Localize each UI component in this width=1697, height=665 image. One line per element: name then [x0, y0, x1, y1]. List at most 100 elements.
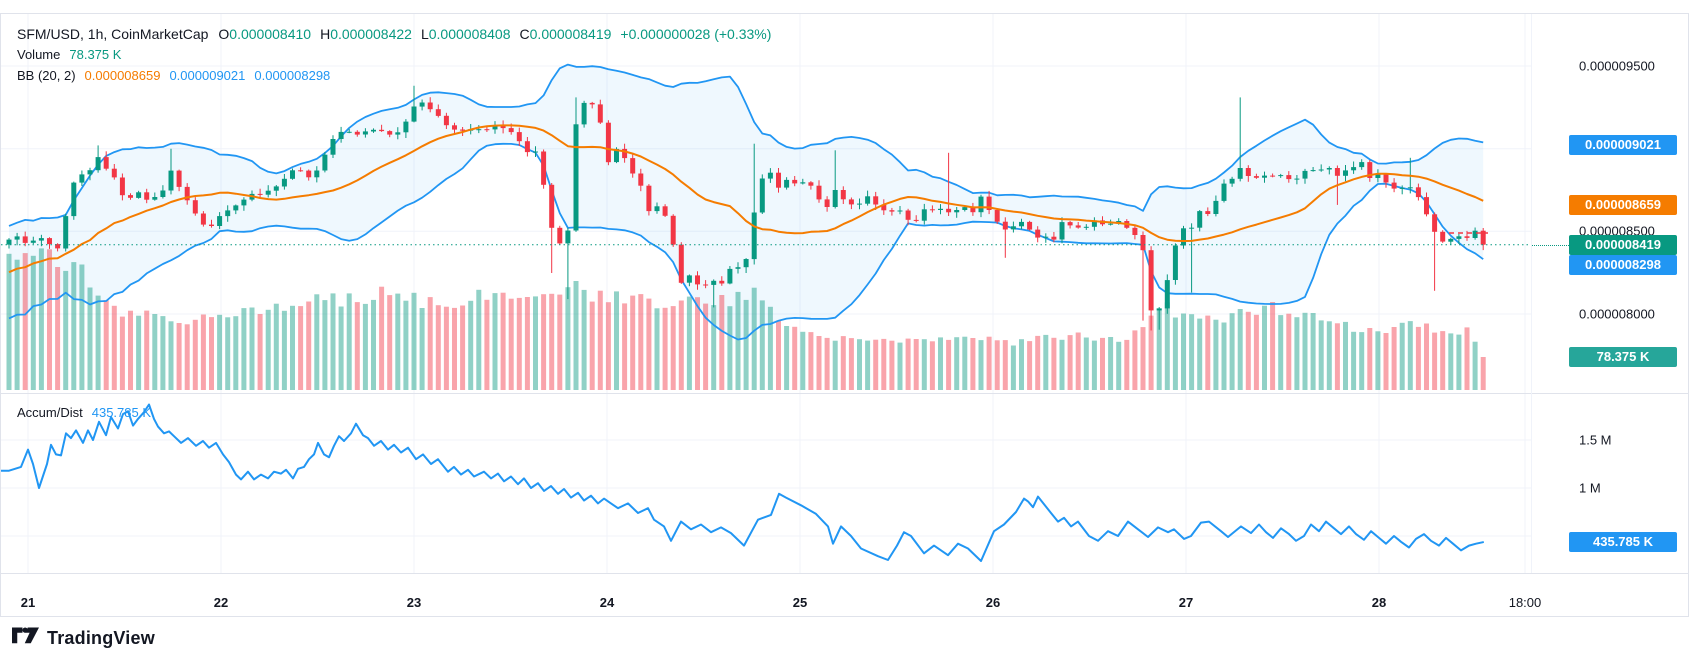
candle-body: [144, 192, 150, 200]
bollinger-upper-band: [8, 63, 1484, 227]
accum-dist-value: 435.785 K: [91, 405, 152, 420]
candle-body: [1108, 223, 1114, 225]
volume-bar: [111, 305, 117, 390]
candle-body: [1262, 175, 1267, 178]
volume-bar: [427, 297, 433, 390]
candle-body: [719, 280, 725, 284]
chart-canvas[interactable]: [1, 14, 1531, 616]
volume-bar: [1334, 323, 1340, 390]
volume-bar: [630, 295, 636, 390]
candle-body: [816, 185, 822, 200]
volume-bar: [1432, 332, 1438, 390]
candle-body: [1367, 162, 1373, 178]
accum-tick-label: 1.5 M: [1579, 432, 1612, 448]
candle-body: [1326, 168, 1332, 170]
volume-bar: [14, 259, 20, 390]
candle-body: [1391, 182, 1397, 189]
accum-dist-line: [1, 403, 1484, 562]
time-tick-label: 23: [406, 595, 422, 610]
volume-bar: [168, 321, 174, 390]
candle-body: [63, 216, 69, 249]
candle-body: [1205, 211, 1211, 214]
candle-body: [970, 207, 976, 213]
volume-bar: [1351, 331, 1357, 390]
candle-body: [241, 199, 247, 206]
candle-body: [954, 210, 960, 213]
volume-bar: [1286, 313, 1292, 390]
candle-body: [1148, 250, 1154, 311]
time-tick-label: 27: [1178, 595, 1194, 610]
candle-body: [1019, 221, 1024, 227]
volume-bar: [808, 332, 814, 390]
candle-body: [913, 219, 919, 221]
candle-body: [1343, 170, 1348, 176]
candle-body: [217, 216, 223, 226]
candle-body: [128, 195, 133, 198]
candle-body: [921, 209, 927, 221]
pane-separator[interactable]: [1, 393, 1688, 394]
volume-bar: [1270, 302, 1276, 390]
volume-bar: [662, 307, 668, 390]
axis-price-badge: 0.000008659: [1569, 195, 1677, 216]
bb-legend-row[interactable]: BB (20, 2) 0.000008659 0.000009021 0.000…: [17, 65, 771, 86]
candle-body: [889, 210, 895, 212]
candle-body: [905, 210, 911, 220]
time-axis[interactable]: 21 22 23 24 25 26 27 28 18:00: [1, 573, 1542, 616]
symbol-legend-row[interactable]: SFM/USD, 1h, CoinMarketCap O0.000008410 …: [17, 23, 771, 44]
volume-bar: [1172, 317, 1178, 390]
accum-dist-label: Accum/Dist: [17, 405, 83, 420]
chart-container[interactable]: SFM/USD, 1h, CoinMarketCap O0.000008410 …: [0, 13, 1689, 617]
candle-body: [1480, 230, 1486, 245]
bollinger-lower-band: [8, 142, 1484, 341]
volume-bar: [1415, 326, 1421, 390]
candle-body: [524, 141, 530, 153]
bb-lower-value: 0.000008298: [254, 68, 331, 83]
volume-bar: [759, 300, 765, 390]
candle-body: [1407, 187, 1413, 189]
volume-bar: [703, 303, 709, 390]
volume-bar: [1326, 321, 1332, 390]
volume-bar: [881, 338, 887, 390]
volume-bar: [614, 291, 619, 390]
volume-bar: [670, 306, 676, 390]
candle-body: [460, 129, 466, 131]
volume-bar: [1464, 327, 1470, 390]
volume-bar: [95, 295, 101, 390]
candle-body: [873, 196, 879, 205]
tradingview-logo-icon: [12, 627, 39, 644]
candle-body: [1286, 175, 1292, 180]
bollinger-fill: [9, 64, 1484, 340]
ohlc-low: L0.000008408: [420, 25, 511, 42]
candle-body: [419, 102, 425, 107]
volume-bar: [306, 301, 312, 390]
candle-body: [103, 157, 109, 169]
volume-bar: [1367, 328, 1373, 390]
candle-body: [1424, 197, 1429, 215]
volume-bar: [816, 336, 822, 390]
candle-body: [824, 199, 830, 207]
volume-bar: [735, 291, 741, 390]
volume-bar: [22, 253, 28, 390]
symbol-title: SFM/USD, 1h, CoinMarketCap: [17, 25, 209, 42]
volume-legend-row[interactable]: Volume 78.375 K: [17, 44, 771, 65]
tradingview-watermark[interactable]: TradingView: [12, 627, 155, 649]
volume-bar: [160, 316, 166, 390]
candle-body: [38, 238, 44, 241]
ohlc-open: O0.000008410: [218, 25, 312, 42]
candle-body: [1253, 176, 1259, 178]
volume-bar: [784, 326, 790, 390]
candle-body: [792, 179, 798, 184]
candle-body: [273, 186, 279, 191]
volume-value: 78.375 K: [69, 47, 122, 62]
volume-bar: [1375, 331, 1381, 390]
volume-bar: [549, 293, 555, 390]
candle-body: [484, 129, 490, 131]
candle-body: [1456, 236, 1462, 239]
volume-bar: [452, 307, 457, 390]
volume-bar: [1124, 339, 1130, 390]
accum-dist-legend-row[interactable]: Accum/Dist 435.785 K: [17, 402, 151, 423]
candle-body: [589, 102, 595, 105]
bb-basis-value: 0.000008659: [84, 68, 161, 83]
volume-bar: [314, 294, 320, 390]
